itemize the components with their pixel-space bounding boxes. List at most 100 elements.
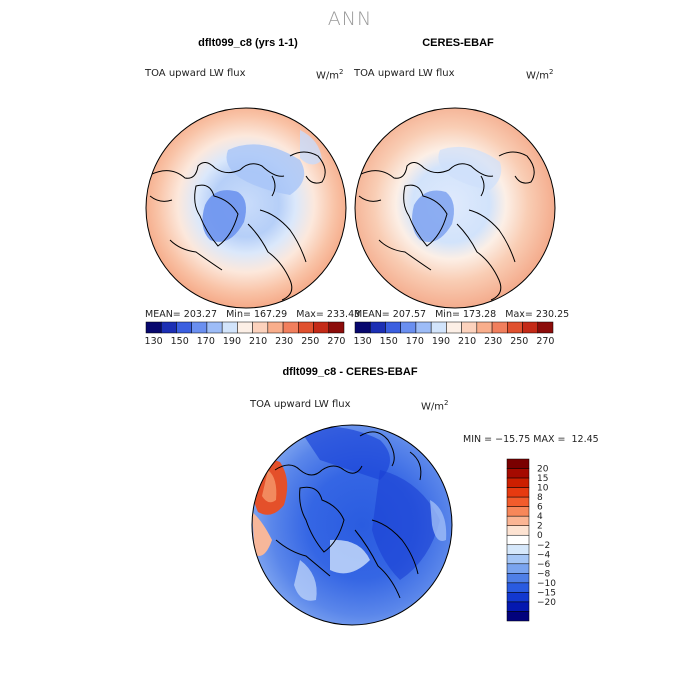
- colorbar-tick-label: 210: [458, 336, 476, 347]
- colorbar-swatch: [313, 321, 330, 334]
- colorbar-tick-label: 270: [536, 336, 554, 347]
- diff-colorbar-swatch: [506, 496, 530, 507]
- diff-colorbar-swatch: [506, 544, 530, 555]
- panel2-map-border: [354, 107, 556, 309]
- colorbar-tick-label: 130: [145, 336, 163, 347]
- diff-colorbar-tick-label: 6: [537, 503, 543, 513]
- panel1-stats: MEAN= 203.27 Min= 167.29 Max= 233.43: [145, 309, 361, 320]
- colorbar-swatch: [237, 321, 253, 334]
- diff-colorbar-swatch: [506, 506, 530, 517]
- colorbar-swatch: [160, 321, 177, 334]
- diff-colorbar-swatch: [506, 601, 530, 612]
- colorbar-swatch: [145, 321, 162, 334]
- colorbar-swatch: [400, 321, 417, 334]
- colorbar-swatch: [221, 321, 238, 334]
- diff-colorbar-tick-label: 4: [537, 512, 543, 522]
- panel2-stats: MEAN= 207.57 Min= 173.28 Max= 230.25: [354, 309, 570, 320]
- colorbar-swatch: [176, 321, 192, 334]
- diff-colorbar-swatch: [506, 468, 530, 479]
- diff-colorbar-swatch: [506, 515, 530, 526]
- panel1-map-field: [146, 108, 346, 308]
- diff-colorbar-tick-label: −20: [537, 598, 556, 608]
- colorbar-tick-label: 230: [484, 336, 502, 347]
- colorbar-swatch: [446, 321, 462, 334]
- colorbar-swatch: [415, 321, 432, 334]
- panel2-title: CERES-EBAF: [422, 37, 494, 49]
- colorbar-tick-label: 270: [327, 336, 345, 347]
- panel1-central-low: [226, 144, 305, 195]
- diff-colorbar-swatch: [506, 611, 530, 622]
- diff-colorbar-swatch: [506, 563, 530, 574]
- panel1-coastlines: [149, 151, 326, 301]
- diff-variable-label: TOA upward LW flux: [250, 399, 351, 410]
- panel1-units-label: W/m2: [316, 68, 344, 82]
- diff-colorbar-swatch: [506, 582, 530, 593]
- diff-colorbar-tick-label: 20: [537, 465, 549, 475]
- diff-colorbar-tick-label: 15: [537, 474, 548, 484]
- colorbar-swatch: [282, 321, 299, 334]
- panel2-coastlines: [358, 151, 535, 301]
- colorbar-swatch: [252, 321, 269, 334]
- diff-colorbar-swatch: [506, 525, 530, 536]
- diff-coastlines: [274, 431, 422, 599]
- diff-colorbar-tick-label: −4: [537, 550, 551, 560]
- diff-map-border: [251, 424, 453, 626]
- colorbar-tick-label: 170: [197, 336, 215, 347]
- diff-colorbar-tick-label: −8: [537, 569, 551, 579]
- panel2-colorbar: 130 150 170 190 210 230 250 270: [354, 321, 554, 347]
- panel1-greenland-low: [202, 190, 246, 242]
- diff-colorbar-swatch: [506, 477, 530, 488]
- colorbar-swatch: [537, 321, 554, 334]
- colorbar-tick-label: 130: [354, 336, 372, 347]
- colorbar-swatch: [476, 321, 493, 334]
- diff-title: dflt099_c8 - CERES-EBAF: [282, 366, 418, 378]
- panel1-map-border: [145, 107, 347, 309]
- diff-map: [251, 424, 453, 626]
- colorbar-swatch: [385, 321, 401, 334]
- diff-colorbar-swatch: [506, 573, 530, 584]
- diff-colorbar-swatch: [506, 592, 530, 603]
- diff-colorbar-tick-label: −2: [537, 541, 550, 551]
- panel2-variable-label: TOA upward LW flux: [354, 68, 455, 79]
- colorbar-tick-label: 250: [510, 336, 528, 347]
- diff-minmax: MIN = −15.75 MAX = 12.45: [463, 434, 599, 445]
- diff-colorbar-tick-label: 2: [537, 522, 543, 532]
- colorbar-swatch: [191, 321, 208, 334]
- page-title: ANN: [327, 8, 373, 30]
- diff-units-label: W/m2: [421, 399, 449, 413]
- colorbar-swatch: [491, 321, 508, 334]
- diff-colorbar-tick-label: −15: [537, 588, 556, 598]
- panel1-colorbar: 130 150 170 190 210 230 250 270: [145, 321, 345, 347]
- diff-colorbar-tick-label: −6: [537, 560, 551, 570]
- diff-colorbar-swatch: [506, 554, 530, 565]
- colorbar-swatch: [328, 321, 345, 334]
- diff-colorbar-swatch: [506, 534, 530, 546]
- diff-colorbar-tick-label: 0: [537, 531, 543, 541]
- diff-colorbar-tick-label: 10: [537, 484, 549, 494]
- colorbar-swatch: [369, 321, 386, 334]
- colorbar-swatch: [507, 321, 523, 334]
- diff-colorbar-tick-label: −10: [537, 579, 556, 589]
- diff-colorbar-tick-label: 8: [537, 493, 543, 503]
- colorbar-tick-label: 250: [301, 336, 319, 347]
- colorbar-tick-label: 210: [249, 336, 267, 347]
- panel1-title: dflt099_c8 (yrs 1-1): [198, 37, 298, 49]
- diff-colorbar-swatch: [506, 487, 530, 498]
- panel2-map: [354, 107, 556, 309]
- panel2-greenland-low: [412, 190, 454, 242]
- colorbar-tick-label: 150: [171, 336, 189, 347]
- colorbar-tick-label: 190: [223, 336, 241, 347]
- colorbar-swatch: [354, 321, 371, 334]
- panel2-map-field: [355, 108, 555, 308]
- panel2-units-label: W/m2: [526, 68, 554, 82]
- diff-colorbar-swatch: [506, 458, 530, 469]
- colorbar-tick-label: 190: [432, 336, 450, 347]
- colorbar-swatch: [430, 321, 447, 334]
- panel1-map: [145, 107, 347, 309]
- colorbar-swatch: [522, 321, 539, 334]
- colorbar-tick-label: 150: [380, 336, 398, 347]
- colorbar-swatch: [206, 321, 223, 334]
- panel1-variable-label: TOA upward LW flux: [145, 68, 246, 79]
- colorbar-swatch: [461, 321, 478, 334]
